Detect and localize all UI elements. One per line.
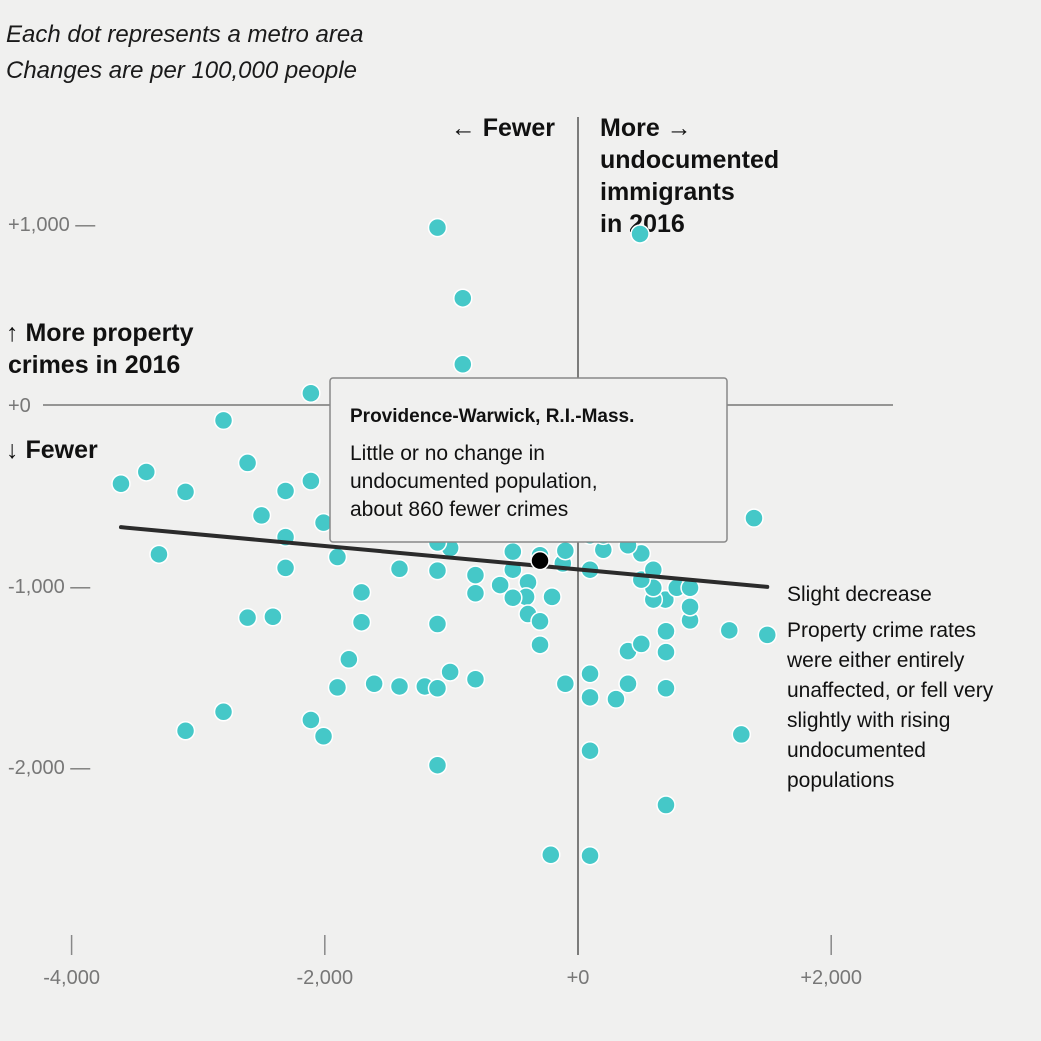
metro-dot[interactable] bbox=[490, 575, 510, 595]
metro-dot[interactable] bbox=[427, 755, 448, 775]
metro-dot[interactable] bbox=[136, 462, 157, 482]
metro-dot[interactable] bbox=[111, 473, 131, 494]
y-tick-label: +1,000 — bbox=[8, 214, 95, 236]
metro-dot[interactable] bbox=[251, 505, 272, 526]
y-annotation-fewer: ↓ Fewer bbox=[6, 436, 98, 464]
metro-dot[interactable] bbox=[175, 721, 196, 741]
metro-dot[interactable] bbox=[453, 288, 473, 308]
x-annotation-more: immigrants bbox=[600, 178, 735, 206]
x-tick-label: -4,000 bbox=[43, 967, 100, 989]
x-tick-label: -2,000 bbox=[296, 967, 353, 989]
metro-dot[interactable] bbox=[680, 597, 700, 617]
metro-dot[interactable] bbox=[630, 224, 650, 244]
tooltip: Providence-Warwick, R.I.-Mass. Little or… bbox=[329, 377, 728, 543]
x-annotation-more: More → bbox=[600, 114, 692, 142]
y-tick-label: -1,000 — bbox=[8, 576, 90, 598]
x-annotation-fewer: ← Fewer bbox=[451, 114, 555, 142]
trend-description-line: undocumented bbox=[787, 739, 926, 762]
metro-dot[interactable] bbox=[389, 676, 410, 697]
metro-dot[interactable] bbox=[580, 687, 600, 708]
metro-dot[interactable] bbox=[427, 678, 448, 699]
metro-dot[interactable] bbox=[339, 649, 359, 670]
metro-dot[interactable] bbox=[580, 740, 600, 761]
trend-description-line: unaffected, or fell very bbox=[787, 679, 994, 702]
note-units: Changes are per 100,000 people bbox=[6, 57, 357, 84]
metro-dot[interactable] bbox=[631, 634, 652, 654]
trend-description-line: Property crime rates bbox=[787, 619, 976, 642]
metro-dot[interactable] bbox=[580, 845, 600, 866]
metro-dot[interactable] bbox=[440, 662, 460, 682]
metro-dot[interactable] bbox=[175, 482, 196, 502]
y-annotation-more: crimes in 2016 bbox=[8, 351, 180, 379]
x-tick-label: +0 bbox=[567, 967, 590, 989]
trend-label: Slight decrease bbox=[787, 583, 932, 606]
y-tick-label: -2,000 — bbox=[8, 757, 90, 779]
axes: +1,000 — +0 -1,000 — -2,000 — -4,000 -2,0… bbox=[8, 117, 893, 989]
tooltip-line: about 860 fewer crimes bbox=[350, 498, 568, 521]
metro-dot[interactable] bbox=[530, 611, 550, 632]
metro-dot[interactable] bbox=[213, 702, 234, 722]
metro-dot[interactable] bbox=[465, 565, 486, 585]
metro-dot[interactable] bbox=[427, 614, 448, 634]
metro-dot[interactable] bbox=[731, 724, 752, 745]
metro-dot[interactable] bbox=[301, 383, 321, 403]
metro-dot[interactable] bbox=[656, 642, 676, 662]
metro-dot[interactable] bbox=[275, 481, 296, 501]
metro-dot[interactable] bbox=[618, 673, 638, 694]
trend-description-line: were either entirely bbox=[786, 649, 965, 672]
metro-dot[interactable] bbox=[656, 795, 676, 815]
metro-dot[interactable] bbox=[555, 540, 576, 561]
metro-dot[interactable] bbox=[427, 217, 448, 238]
metro-dot[interactable] bbox=[364, 673, 384, 694]
metro-dot[interactable] bbox=[453, 354, 473, 375]
tooltip-line: undocumented population, bbox=[350, 470, 598, 493]
metro-dot[interactable] bbox=[656, 678, 676, 699]
trend-description-line: populations bbox=[787, 769, 894, 792]
metro-dot[interactable] bbox=[555, 673, 576, 694]
y-annotation-more: ↑ More property bbox=[6, 319, 194, 347]
metro-dot[interactable] bbox=[389, 559, 410, 579]
metro-dot[interactable] bbox=[263, 607, 283, 627]
metro-dot[interactable] bbox=[313, 726, 334, 746]
metro-dot[interactable] bbox=[465, 669, 486, 689]
metro-dot[interactable] bbox=[351, 582, 372, 603]
metro-dot[interactable] bbox=[757, 625, 778, 645]
metro-dot[interactable] bbox=[656, 621, 676, 641]
metro-dot[interactable] bbox=[237, 607, 258, 628]
metro-dot[interactable] bbox=[149, 544, 169, 565]
note-dots: Each dot represents a metro area bbox=[6, 21, 364, 48]
metro-dot[interactable] bbox=[427, 560, 448, 581]
metro-dot[interactable] bbox=[503, 541, 523, 562]
trend-description-line: slightly with rising bbox=[787, 709, 950, 732]
tooltip-line: Little or no change in bbox=[350, 442, 545, 465]
metro-dot[interactable] bbox=[351, 612, 372, 632]
highlight-dot[interactable] bbox=[530, 550, 550, 571]
metro-dot[interactable] bbox=[301, 471, 321, 491]
tooltip-box bbox=[329, 377, 728, 543]
metro-dot[interactable] bbox=[275, 558, 296, 578]
x-tick-label: +2,000 bbox=[800, 967, 862, 989]
metro-dot[interactable] bbox=[237, 453, 258, 473]
metro-dot[interactable] bbox=[465, 583, 486, 603]
metro-dot[interactable] bbox=[541, 845, 561, 865]
metro-dot[interactable] bbox=[606, 689, 626, 709]
metro-dot[interactable] bbox=[301, 710, 321, 730]
metro-dot[interactable] bbox=[744, 508, 764, 528]
y-tick-label: +0 bbox=[8, 395, 31, 417]
metro-dot[interactable] bbox=[213, 410, 234, 431]
metro-dot[interactable] bbox=[719, 620, 740, 641]
metro-dot[interactable] bbox=[542, 587, 562, 607]
metro-dot[interactable] bbox=[327, 547, 348, 567]
x-annotation-more: undocumented bbox=[600, 146, 779, 174]
metro-dot[interactable] bbox=[580, 664, 600, 684]
metro-dot[interactable] bbox=[503, 588, 523, 608]
metro-dot[interactable] bbox=[327, 677, 348, 698]
tooltip-title: Providence-Warwick, R.I.-Mass. bbox=[350, 406, 634, 427]
metro-dot[interactable] bbox=[530, 635, 550, 655]
trend-line bbox=[118, 525, 770, 589]
